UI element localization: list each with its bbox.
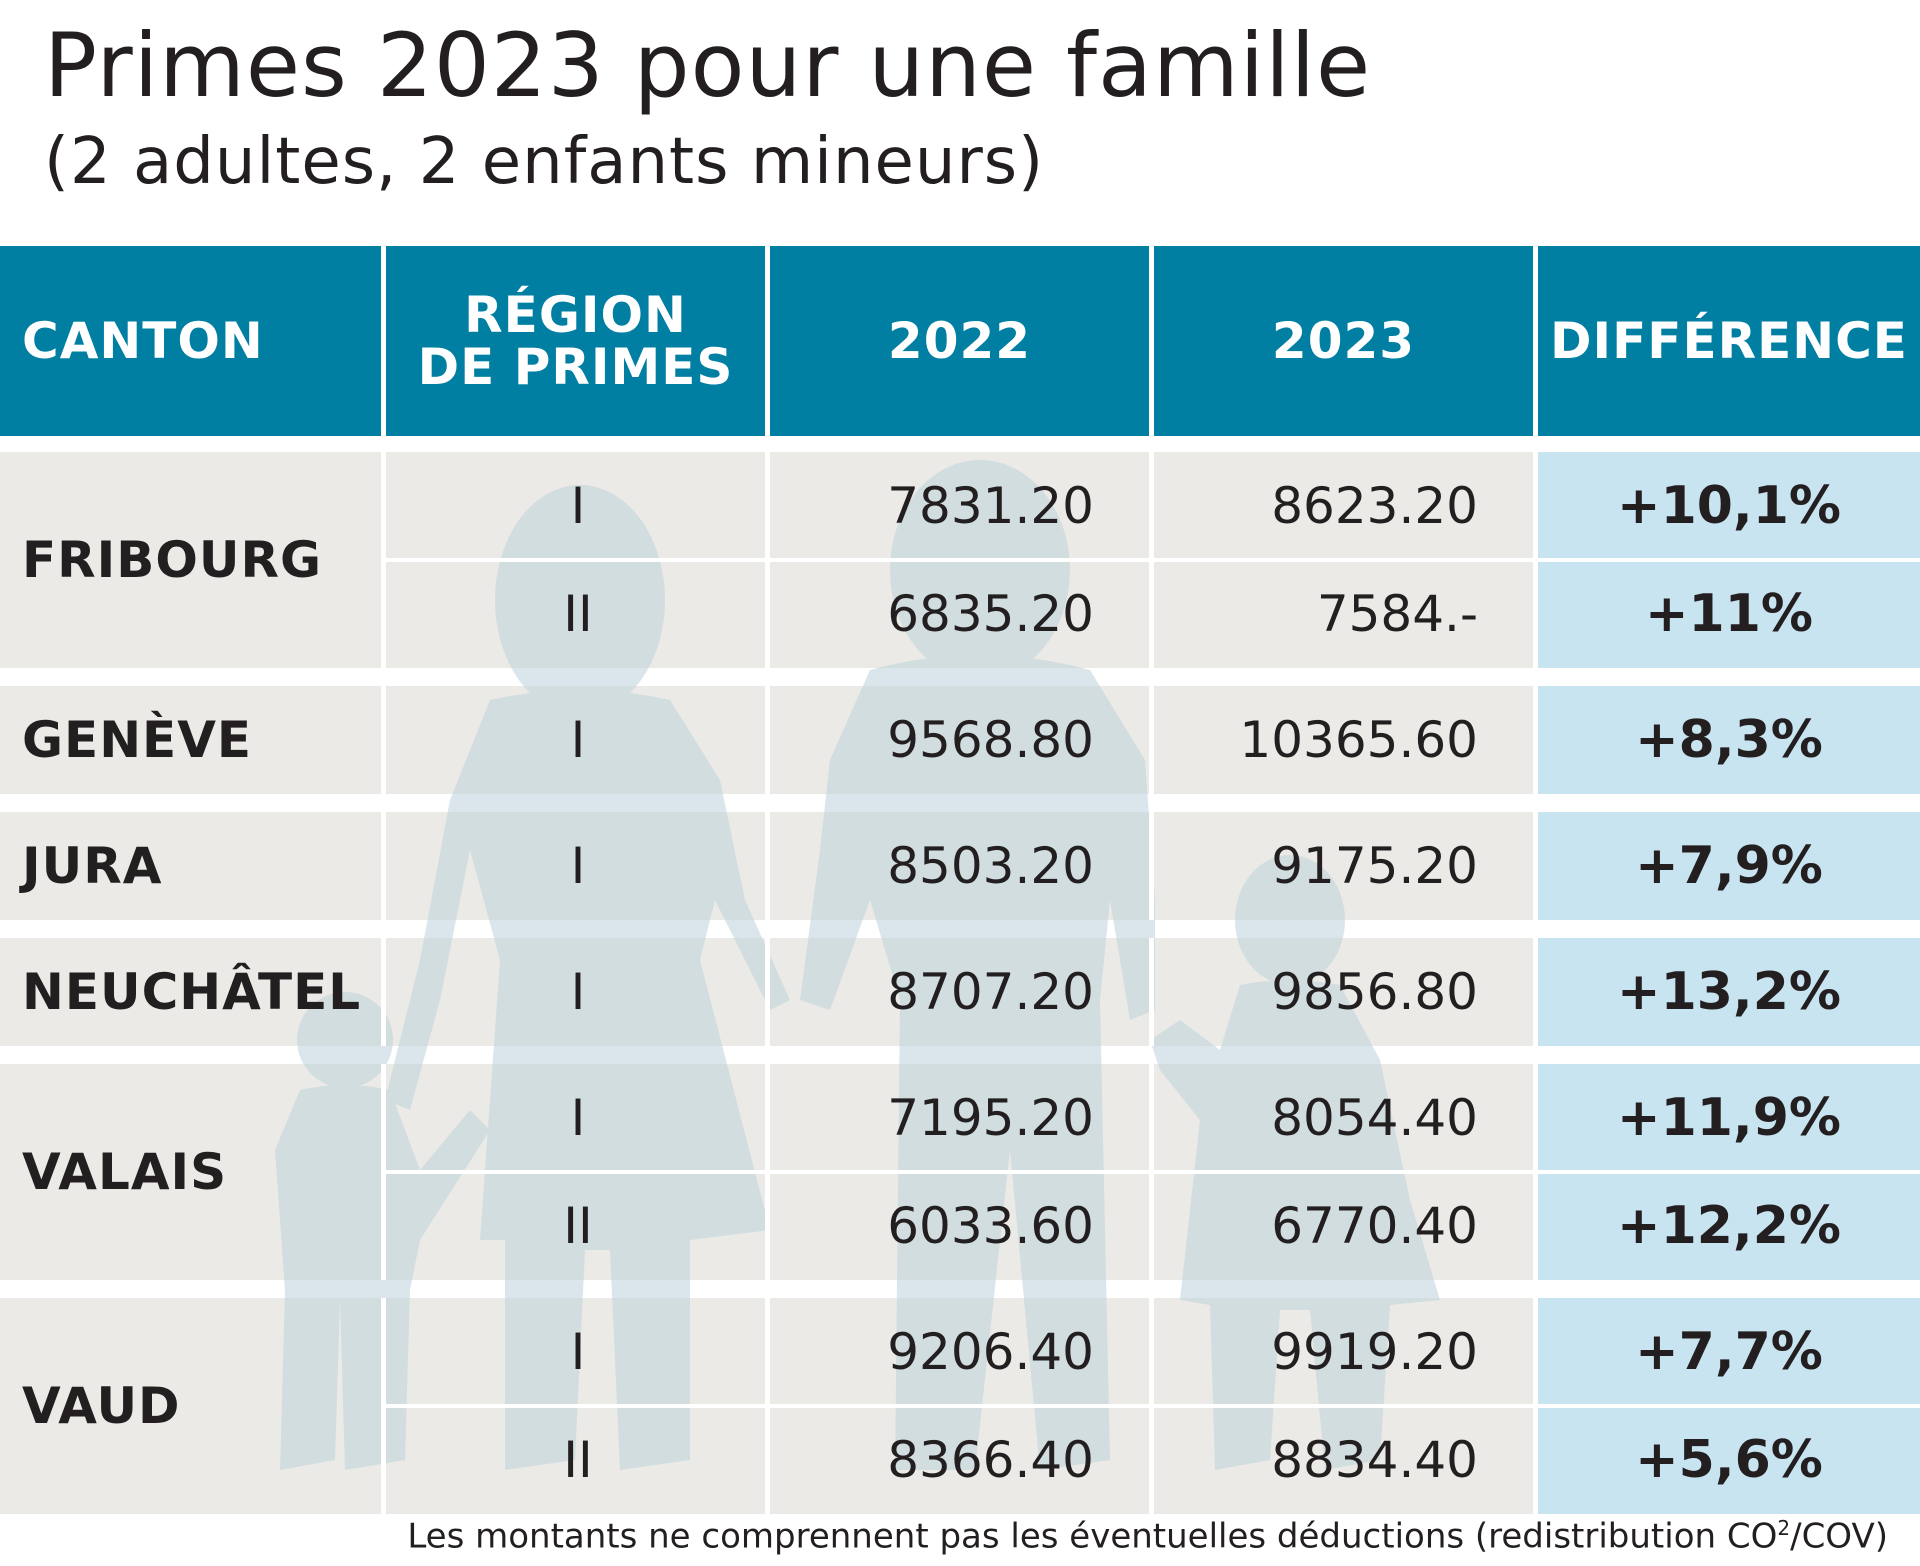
page-title: Primes 2023 pour une famille [44, 14, 1372, 117]
value-2023-cell: 6770.40 [1271, 1197, 1478, 1255]
column-divider [381, 452, 386, 668]
region-cell: II [563, 1197, 593, 1255]
value-2022-cell: 8707.20 [887, 963, 1094, 1021]
difference-background [1538, 686, 1920, 794]
value-2022-cell: 8503.20 [887, 837, 1094, 895]
difference-cell: +11,9% [1617, 1088, 1841, 1148]
value-2023-cell: 8623.20 [1271, 477, 1478, 535]
column-header-col-difference: DIFFÉRENCE [1538, 246, 1920, 436]
value-2023-cell: 9919.20 [1271, 1323, 1478, 1381]
value-2023-cell: 8054.40 [1271, 1089, 1478, 1147]
column-divider [1533, 686, 1538, 794]
value-2023-cell: 10365.60 [1239, 711, 1478, 769]
value-2022-cell: 6835.20 [887, 585, 1094, 643]
page-subtitle: (2 adultes, 2 enfants mineurs) [44, 125, 1045, 199]
difference-cell: +5,6% [1635, 1430, 1823, 1490]
region-cell: I [570, 1323, 586, 1381]
column-divider [1149, 452, 1154, 668]
value-2022-cell: 7831.20 [887, 477, 1094, 535]
column-divider [1533, 452, 1538, 668]
difference-cell: +7,7% [1635, 1322, 1823, 1382]
difference-cell: +7,9% [1635, 836, 1823, 896]
difference-cell: +10,1% [1617, 476, 1841, 536]
value-2023-cell: 7584.- [1316, 585, 1478, 643]
column-divider [381, 812, 386, 920]
column-divider [1533, 1298, 1538, 1514]
difference-cell: +8,3% [1635, 710, 1823, 770]
value-2022-cell: 8366.40 [887, 1431, 1094, 1489]
canton-label: JURA [22, 837, 163, 895]
value-2022-cell: 7195.20 [887, 1089, 1094, 1147]
canton-label: FRIBOURG [22, 531, 323, 589]
column-header-col-2023: 2023 [1154, 246, 1533, 436]
column-divider [765, 452, 770, 668]
column-divider [381, 686, 386, 794]
region-cell: II [563, 585, 593, 643]
column-header-col-2022: 2022 [770, 246, 1149, 436]
value-2022-cell: 9568.80 [887, 711, 1094, 769]
region-cell: II [563, 1431, 593, 1489]
region-cell: I [570, 1089, 586, 1147]
column-header-col-canton: CANTON [0, 246, 381, 436]
region-cell: I [570, 711, 586, 769]
column-divider [1533, 1064, 1538, 1280]
value-2023-cell: 9856.80 [1271, 963, 1478, 1021]
value-2022-cell: 6033.60 [887, 1197, 1094, 1255]
region-cell: I [570, 837, 586, 895]
value-2023-cell: 8834.40 [1271, 1431, 1478, 1489]
region-cell: I [570, 477, 586, 535]
value-2023-cell: 9175.20 [1271, 837, 1478, 895]
difference-cell: +11% [1644, 584, 1814, 644]
column-divider [1533, 938, 1538, 1046]
region-cell: I [570, 963, 586, 1021]
difference-background [1538, 812, 1920, 920]
canton-label: GENÈVE [22, 711, 253, 769]
canton-label: NEUCHÂTEL [22, 963, 362, 1021]
difference-cell: +13,2% [1617, 962, 1841, 1022]
footnote: Les montants ne comprennent pas les éven… [407, 1516, 1888, 1557]
column-header-col-region: RÉGION DE PRIMES [386, 246, 765, 436]
value-2022-cell: 9206.40 [887, 1323, 1094, 1381]
column-divider [1533, 812, 1538, 920]
difference-background [1538, 938, 1920, 1046]
difference-cell: +12,2% [1617, 1196, 1841, 1256]
canton-label: VAUD [22, 1377, 181, 1435]
canton-label: VALAIS [22, 1143, 228, 1201]
